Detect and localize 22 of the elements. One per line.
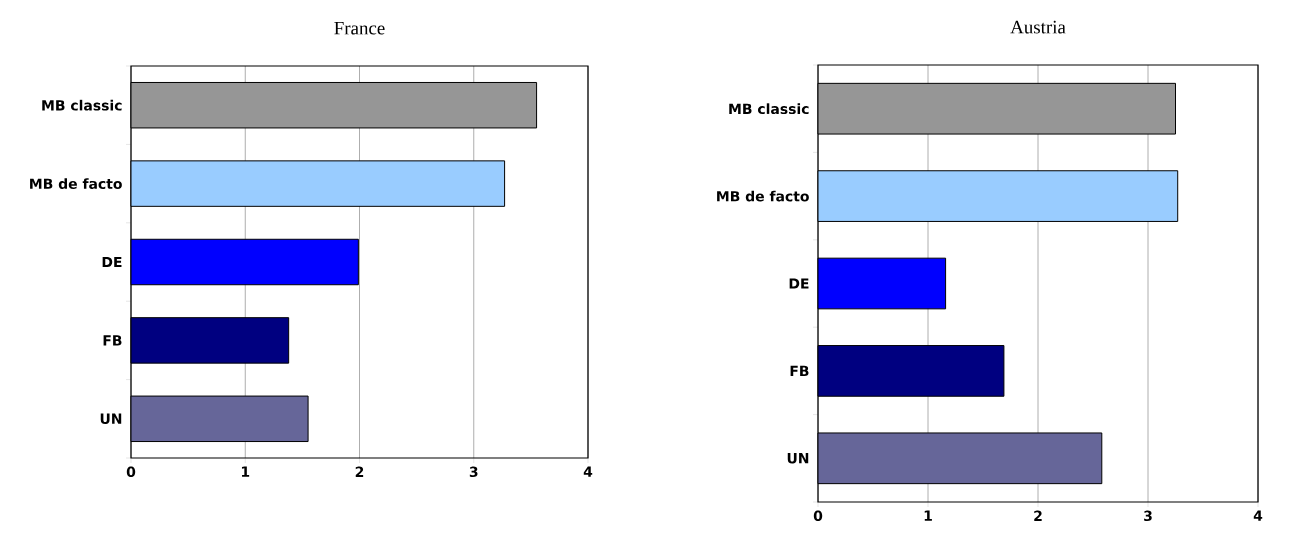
y-tick-label: UN	[787, 453, 809, 464]
y-tick-label: FB	[103, 335, 122, 346]
y-tick-label: MB de facto	[717, 190, 809, 202]
x-tick-label: 1	[241, 466, 250, 477]
x-tick-label: 3	[469, 466, 478, 478]
x-tick-label: 4	[583, 466, 593, 477]
y-tick-label: MB classic	[729, 103, 809, 115]
chart-title: France	[334, 21, 385, 35]
x-tick-label: 3	[1144, 510, 1152, 522]
x-tick-label: 1	[924, 510, 932, 521]
x-tick-label: 4	[1253, 510, 1263, 521]
y-tick-label: DE	[789, 278, 809, 289]
x-tick-label: 0	[813, 510, 823, 522]
x-tick-label: 2	[355, 466, 364, 477]
y-tick-label: MB de facto	[30, 178, 122, 190]
chart-title: Austria	[1010, 20, 1066, 34]
x-tick-label: 0	[126, 466, 136, 478]
y-tick-label: DE	[102, 256, 122, 268]
x-tick-label: 2	[1034, 510, 1042, 521]
y-tick-label: MB classic	[42, 99, 122, 111]
y-tick-label: FB	[790, 365, 809, 376]
y-tick-label: UN	[100, 413, 122, 424]
